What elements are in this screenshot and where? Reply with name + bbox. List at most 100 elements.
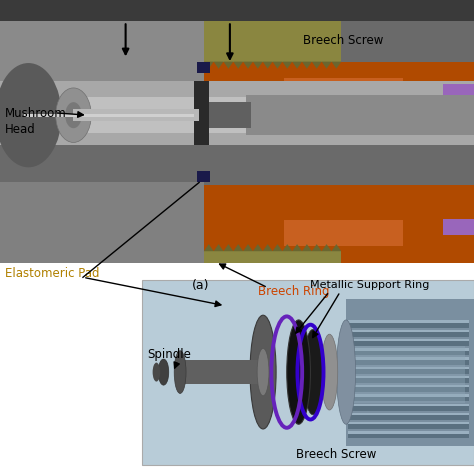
Bar [348,351,469,356]
Bar [180,360,265,384]
Bar [0,97,450,133]
Bar [348,330,469,332]
Bar [346,299,474,446]
Bar [348,403,469,406]
Polygon shape [204,244,214,251]
Ellipse shape [55,88,91,143]
Bar [348,332,469,337]
Ellipse shape [174,351,186,393]
Bar [348,341,469,346]
Bar [246,95,474,135]
Bar [348,413,469,415]
Polygon shape [243,62,253,69]
Polygon shape [322,244,331,251]
Polygon shape [331,62,341,69]
Text: Breech Ring: Breech Ring [258,285,330,298]
Ellipse shape [287,320,310,424]
Ellipse shape [337,320,356,424]
Polygon shape [253,62,263,69]
Bar [351,346,465,403]
Ellipse shape [153,363,160,382]
Ellipse shape [65,102,82,128]
Bar [73,109,199,121]
Text: Metallic Support Ring: Metallic Support Ring [310,280,430,290]
Ellipse shape [158,359,169,385]
Polygon shape [322,62,331,69]
Bar [443,84,474,102]
Bar [197,171,210,182]
Text: Breech Screw: Breech Screw [303,34,384,47]
Text: Mushroom
Head: Mushroom Head [5,107,66,136]
Polygon shape [312,244,322,251]
Bar [348,348,469,351]
Bar [348,339,469,341]
Polygon shape [233,244,243,251]
Bar [194,81,209,145]
Polygon shape [292,244,302,251]
Polygon shape [292,62,302,69]
Polygon shape [243,244,253,251]
Bar [348,434,469,438]
Bar [348,388,469,392]
Polygon shape [263,244,273,251]
Bar [348,431,469,434]
Bar [348,415,469,420]
Polygon shape [273,244,283,251]
Polygon shape [312,62,322,69]
Bar [348,394,469,397]
Ellipse shape [250,315,276,429]
Text: (a): (a) [192,279,210,292]
Bar [348,425,469,429]
Text: Spindle: Spindle [147,348,191,361]
Bar [348,422,469,425]
Bar [197,62,210,73]
Polygon shape [283,244,292,251]
Polygon shape [273,62,283,69]
Bar [0,81,474,145]
Polygon shape [223,62,233,69]
Polygon shape [302,62,312,69]
Polygon shape [223,244,233,251]
Polygon shape [253,244,263,251]
Bar [284,78,403,104]
Polygon shape [214,62,223,69]
Text: Elastomeric Pad: Elastomeric Pad [5,267,99,280]
Bar [284,220,403,246]
Bar [348,406,469,410]
Polygon shape [302,244,312,251]
Ellipse shape [257,348,269,396]
Bar [0,0,474,21]
Bar [348,320,469,323]
Bar [204,251,341,263]
Polygon shape [204,62,214,69]
Ellipse shape [321,334,337,410]
Bar [0,182,204,263]
Bar [142,280,474,465]
Bar [0,21,204,81]
Polygon shape [331,244,341,251]
Bar [0,0,474,263]
Polygon shape [214,244,223,251]
Bar [204,185,474,263]
Bar [348,367,469,369]
Bar [348,357,469,360]
Text: Breech Screw: Breech Screw [296,448,377,461]
Bar [348,360,469,365]
Bar [348,378,469,383]
Ellipse shape [0,63,62,167]
Bar [348,397,469,401]
Ellipse shape [303,329,322,415]
Bar [348,323,469,328]
Bar [204,62,474,130]
Bar [348,369,469,374]
Bar [0,263,474,474]
Bar [348,376,469,378]
Polygon shape [263,62,273,69]
Bar [209,102,251,128]
Polygon shape [283,62,292,69]
Bar [443,219,474,235]
Polygon shape [233,62,243,69]
Bar [348,385,469,388]
Bar [204,21,341,62]
Bar [24,114,194,117]
